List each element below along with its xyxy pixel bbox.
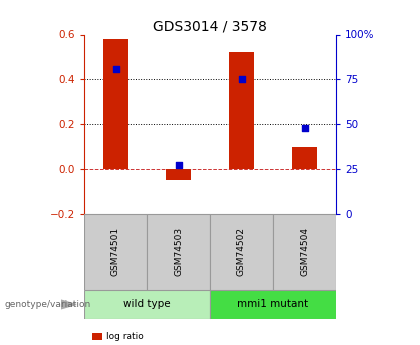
Bar — [229, 52, 254, 169]
Title: GDS3014 / 3578: GDS3014 / 3578 — [153, 19, 267, 33]
Text: GSM74501: GSM74501 — [111, 227, 120, 276]
Bar — [166, 169, 191, 180]
Text: genotype/variation: genotype/variation — [4, 300, 90, 309]
Text: GSM74503: GSM74503 — [174, 227, 183, 276]
Point — [112, 66, 119, 71]
Bar — [103, 39, 128, 169]
Bar — [210, 290, 336, 319]
Point — [175, 163, 182, 168]
Bar — [84, 214, 147, 290]
Bar — [147, 214, 210, 290]
Text: wild type: wild type — [123, 299, 171, 309]
Bar — [84, 290, 210, 319]
Text: GSM74502: GSM74502 — [237, 227, 246, 276]
Text: GSM74504: GSM74504 — [300, 227, 309, 276]
Point — [238, 77, 245, 82]
Bar — [273, 214, 336, 290]
Text: log ratio: log ratio — [106, 332, 144, 341]
Bar — [292, 147, 317, 169]
Point — [301, 125, 308, 130]
Text: mmi1 mutant: mmi1 mutant — [237, 299, 309, 309]
Bar — [210, 214, 273, 290]
Polygon shape — [61, 300, 76, 309]
